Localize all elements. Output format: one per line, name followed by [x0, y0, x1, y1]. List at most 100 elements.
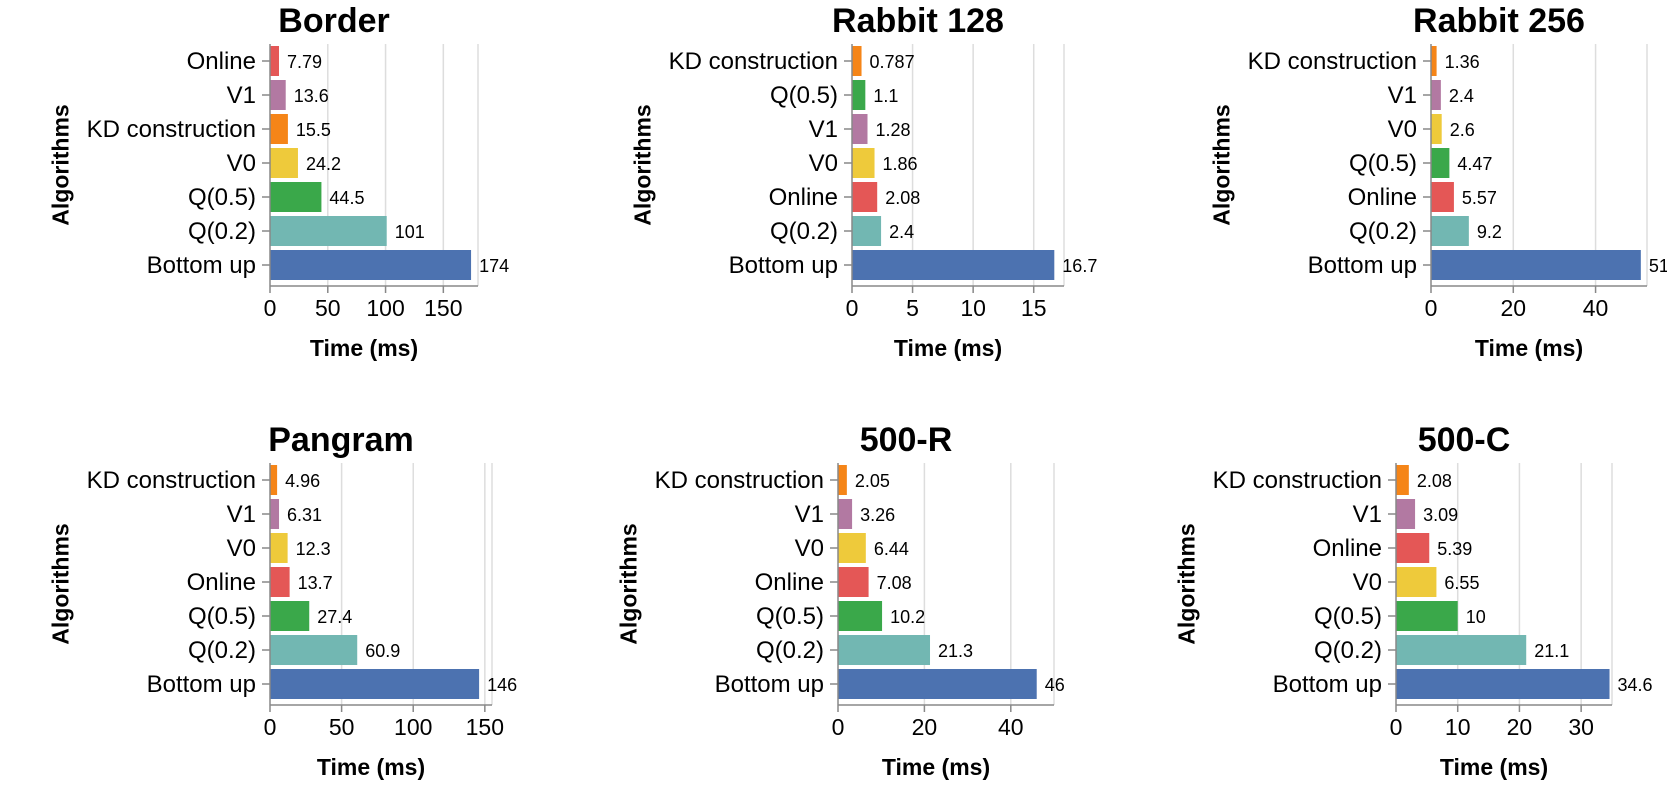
- category-label: Online: [755, 569, 824, 596]
- value-label: 16.7: [1062, 256, 1097, 276]
- category-label: V0: [795, 535, 824, 562]
- chart-panel-3: Rabbit 256 KD construction 1.36 V1 2.4 V0 2.6 Q…: [1209, 2, 1667, 361]
- y-axis-label: Algorithms: [1174, 523, 1200, 644]
- bar-v1: [852, 114, 868, 144]
- category-label: Q(0.5): [188, 184, 256, 211]
- category-label: V1: [795, 501, 824, 528]
- bar-q-0-2-: [852, 216, 882, 246]
- bar-q-0-2-: [838, 635, 931, 665]
- value-label: 5.57: [1462, 188, 1497, 208]
- x-axis-label: Time (ms): [1440, 754, 1548, 780]
- bar-v0: [1431, 114, 1442, 144]
- value-label: 13.6: [294, 86, 329, 106]
- bar-kd-construction: [838, 465, 847, 495]
- value-label: 2.08: [1417, 471, 1452, 491]
- bar-kd-construction: [270, 114, 288, 144]
- category-label: Q(0.2): [1349, 218, 1417, 245]
- category-label: Q(0.2): [756, 637, 824, 664]
- value-label: 4.96: [285, 471, 320, 491]
- x-axis-label: Time (ms): [894, 335, 1002, 361]
- x-tick-label: 0: [264, 295, 277, 321]
- value-label: 7.08: [877, 573, 912, 593]
- bar-online: [270, 567, 290, 597]
- category-label: Bottom up: [715, 671, 824, 698]
- bar-online: [1431, 182, 1454, 212]
- bar-bottom-up: [852, 250, 1055, 280]
- bar-online: [270, 46, 280, 76]
- x-tick-label: 100: [366, 295, 404, 321]
- bar-kd-construction: [852, 46, 862, 76]
- y-axis-label: Algorithms: [630, 104, 656, 225]
- chart-title: 500-C: [1418, 421, 1511, 459]
- category-label: V0: [227, 535, 256, 562]
- category-label: Bottom up: [147, 252, 256, 279]
- bar-v1: [1431, 80, 1441, 110]
- bar-bottom-up: [1396, 669, 1610, 699]
- category-label: KD construction: [1248, 48, 1417, 75]
- x-tick-label: 5: [906, 295, 919, 321]
- bar-q-0-5-: [270, 601, 310, 631]
- value-label: 1.36: [1445, 52, 1480, 72]
- bar-bottom-up: [270, 250, 472, 280]
- x-tick-label: 40: [1583, 295, 1609, 321]
- category-label: KD construction: [669, 48, 838, 75]
- chart-title: Border: [278, 2, 389, 40]
- value-label: 2.4: [889, 222, 914, 242]
- category-label: Bottom up: [147, 671, 256, 698]
- x-tick-label: 50: [315, 295, 341, 321]
- category-label: Bottom up: [1273, 671, 1382, 698]
- bar-q-0-2-: [270, 635, 358, 665]
- bar-online: [838, 567, 869, 597]
- value-label: 46: [1045, 675, 1065, 695]
- value-label: 24.2: [306, 154, 341, 174]
- value-label: 13.7: [298, 573, 333, 593]
- bar-v1: [270, 80, 286, 110]
- category-label: V1: [809, 116, 838, 143]
- category-label: V1: [1388, 82, 1417, 109]
- bar-kd-construction: [1431, 46, 1437, 76]
- category-label: Online: [1348, 184, 1417, 211]
- category-label: Bottom up: [1308, 252, 1417, 279]
- x-axis-label: Time (ms): [882, 754, 990, 780]
- category-label: KD construction: [655, 467, 824, 494]
- bar-q-0-5-: [1431, 148, 1450, 178]
- bar-v1: [1396, 499, 1416, 529]
- bar-bottom-up: [1431, 250, 1641, 280]
- value-label: 15.5: [296, 120, 331, 140]
- category-label: Q(0.5): [1314, 603, 1382, 630]
- value-label: 146: [487, 675, 517, 695]
- x-tick-label: 0: [1425, 295, 1438, 321]
- category-label: Online: [769, 184, 838, 211]
- category-label: KD construction: [87, 467, 256, 494]
- bar-online: [852, 182, 878, 212]
- chart-title: Pangram: [268, 421, 414, 459]
- value-label: 0.787: [870, 52, 915, 72]
- bar-online: [1396, 533, 1430, 563]
- value-label: 6.44: [874, 539, 909, 559]
- value-label: 12.3: [296, 539, 331, 559]
- bar-kd-construction: [1396, 465, 1409, 495]
- category-label: V0: [809, 150, 838, 177]
- x-tick-label: 0: [832, 714, 845, 740]
- bar-q-0-5-: [270, 182, 322, 212]
- value-label: 10: [1466, 607, 1486, 627]
- category-label: KD construction: [87, 116, 256, 143]
- bar-v1: [838, 499, 853, 529]
- category-label: V1: [1353, 501, 1382, 528]
- category-label: Q(0.5): [770, 82, 838, 109]
- value-label: 3.26: [860, 505, 895, 525]
- value-label: 2.05: [855, 471, 890, 491]
- value-label: 1.1: [873, 86, 898, 106]
- bar-v0: [270, 148, 298, 178]
- category-label: Q(0.2): [188, 637, 256, 664]
- bar-kd-construction: [270, 465, 278, 495]
- bar-v0: [838, 533, 866, 563]
- value-label: 4.47: [1457, 154, 1492, 174]
- value-label: 101: [395, 222, 425, 242]
- category-label: Q(0.2): [770, 218, 838, 245]
- x-tick-label: 40: [998, 714, 1024, 740]
- x-tick-label: 20: [912, 714, 938, 740]
- bar-v1: [270, 499, 280, 529]
- value-label: 5.39: [1437, 539, 1472, 559]
- bar-v0: [852, 148, 875, 178]
